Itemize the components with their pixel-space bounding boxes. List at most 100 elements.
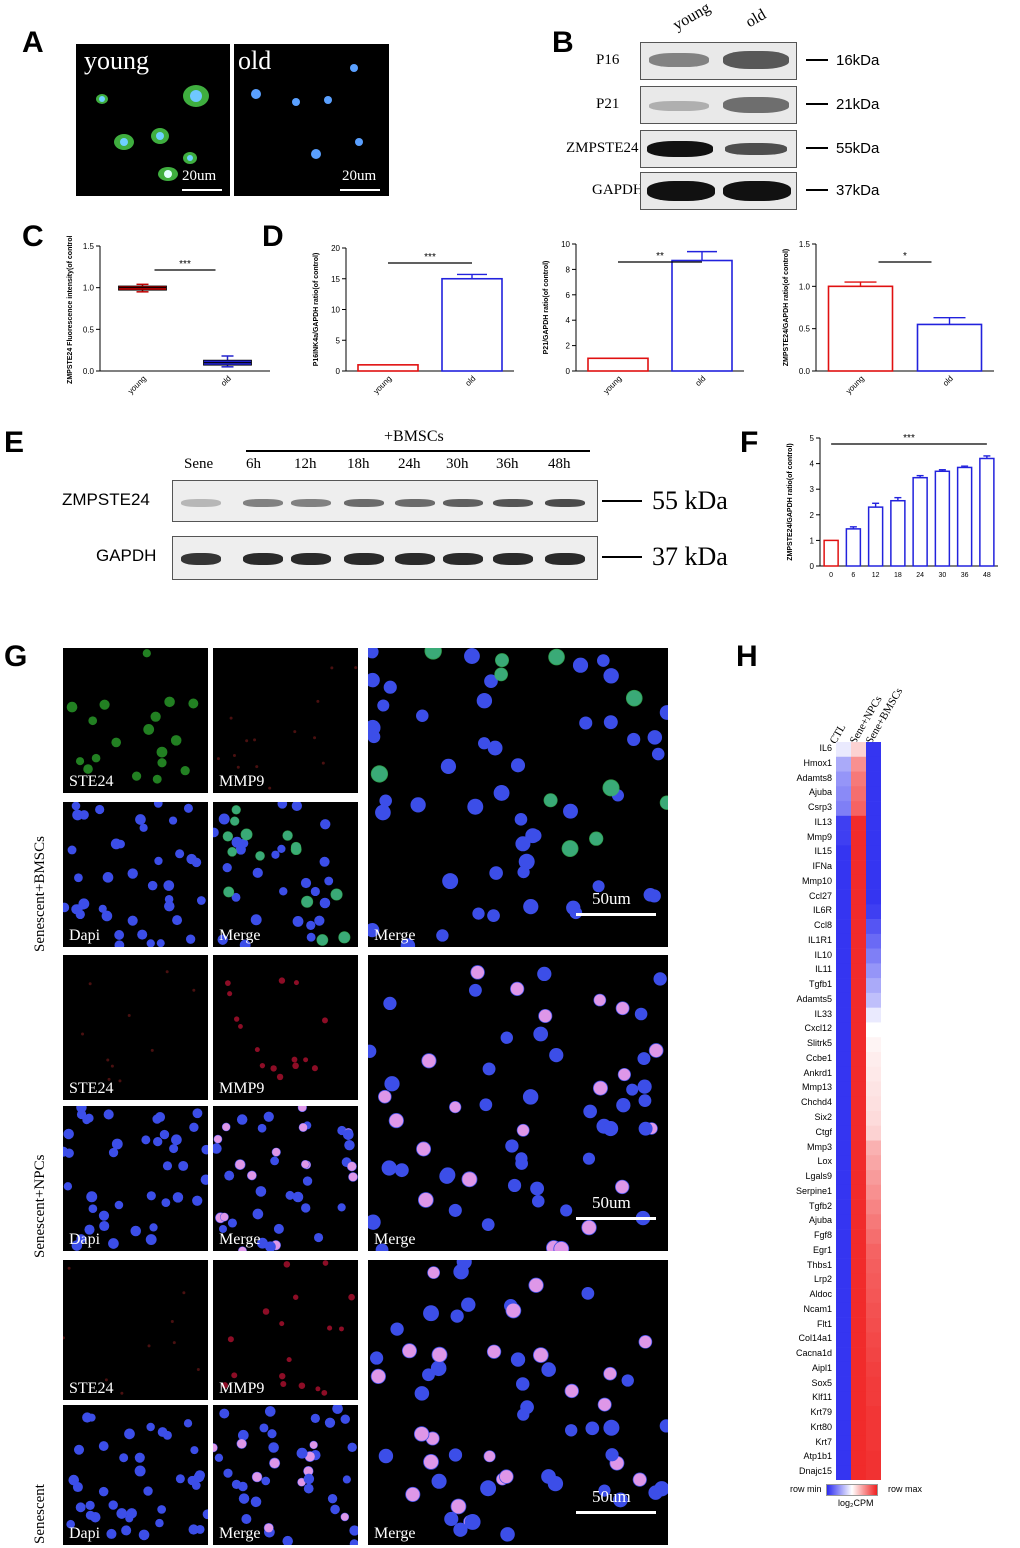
bar	[845, 528, 862, 567]
heatmap-cell	[836, 1361, 851, 1377]
blot-band	[545, 499, 585, 507]
heatmap-row-label: Mmp9	[806, 831, 832, 842]
heatmap-cell	[836, 1391, 851, 1407]
micrograph-label: MMP9	[219, 1080, 265, 1097]
heatmap	[836, 742, 881, 1480]
y-tick-label: 4	[566, 316, 571, 325]
heatmap-cell	[836, 1199, 851, 1215]
heatmap-row-label: Krt80	[810, 1421, 832, 1432]
heatmap-cell	[851, 933, 866, 949]
heatmap-cell	[851, 963, 866, 979]
heatmap-cell	[836, 889, 851, 905]
x-tick-label: old	[219, 374, 233, 388]
scale-bar	[576, 1217, 656, 1220]
panel-label-b: B	[552, 26, 574, 59]
micrograph-young-cells	[96, 85, 222, 191]
heatmap-cell	[866, 1332, 881, 1348]
heatmap-cell	[851, 742, 866, 758]
heatmap-cell	[851, 1229, 866, 1245]
micrograph-cells	[66, 649, 199, 784]
scale-label: 50um	[592, 1193, 631, 1212]
heatmap-row-label: Lgals9	[805, 1171, 832, 1182]
heatmap-cell	[851, 756, 866, 772]
micrograph-label: Dapi	[69, 1231, 101, 1248]
heatmap-cell	[851, 1051, 866, 1068]
heatmap-row-label: Fgf8	[813, 1230, 832, 1241]
bar	[827, 285, 894, 372]
heatmap-cell	[836, 1435, 851, 1451]
blot-band	[344, 553, 384, 565]
heatmap-cell	[836, 742, 851, 758]
heatmap-cell	[851, 1273, 866, 1289]
blot-e-label-zmpste24: ZMPSTE24	[62, 490, 150, 509]
heatmap-row-labels: IL6 Hmox1 Adamts8 Ajuba Csrp3 IL13 Mmp9 IL15 IFN…	[780, 742, 836, 1480]
heatmap-cell	[836, 1066, 851, 1082]
scale-label: 50um	[592, 889, 631, 908]
chart-d1: 0 5 10 15 20 P16INK4a/GAPDH ratio(of control)…	[313, 244, 514, 396]
heatmap-row-label: Csrp3	[807, 802, 832, 813]
scale-bar	[576, 913, 656, 916]
blot-e-zmpste24	[172, 480, 598, 522]
panel-label-c: C	[22, 220, 44, 253]
heatmap-row-label: Ankrd1	[803, 1067, 832, 1078]
heatmap-cell	[851, 845, 866, 861]
micrograph-merge-mergeR-big: Merge 50um	[368, 1260, 668, 1545]
heatmap-cell	[836, 963, 851, 979]
heatmap-cell	[851, 801, 866, 817]
micrograph-label: Merge	[219, 1525, 261, 1542]
heatmap-row-label: Serpine1	[795, 1185, 832, 1196]
heatmap-cell	[851, 1258, 866, 1274]
heatmap-row-label: Ccl27	[808, 890, 832, 901]
y-tick-label: 10	[561, 240, 570, 249]
bar	[587, 357, 649, 372]
micrograph-merge-mergeG: Merge	[213, 802, 358, 947]
micrograph-dapi-blue: Dapi	[63, 802, 208, 947]
heatmap-cell	[851, 1170, 866, 1186]
x-tick-label: young	[126, 374, 148, 396]
scale-label: 50um	[592, 1487, 631, 1506]
heatmap-row-label: Klf11	[812, 1392, 832, 1403]
heatmap-cell	[836, 978, 851, 994]
heatmap-cell	[866, 1317, 881, 1333]
heatmap-cell	[851, 1214, 866, 1230]
micrograph-young: young 20um	[76, 44, 230, 196]
micrograph-label: STE24	[69, 1380, 114, 1397]
x-tick-label: old	[693, 374, 707, 388]
heatmap-cell	[866, 1450, 881, 1466]
heatmap-row-label: Ajuba	[808, 1215, 832, 1226]
heatmap-cell	[836, 1450, 851, 1466]
x-tick-label: 6	[851, 572, 855, 579]
heatmap-cell	[866, 1406, 881, 1422]
heatmap-row-label: Tgfb1	[808, 979, 832, 990]
blot-e-lane-label: 18h	[347, 456, 370, 472]
heatmap-cell	[866, 1037, 881, 1053]
heatmap-cell	[866, 1243, 881, 1259]
micrograph-cells	[213, 1405, 358, 1545]
blot-e-group-line	[246, 450, 590, 452]
heatmap-cell	[851, 1007, 866, 1023]
heatmap-cell	[836, 771, 851, 787]
y-tick-label: 0.0	[799, 367, 811, 376]
heatmap-cell	[851, 948, 866, 964]
heatmap-row-label: Adamts5	[796, 993, 832, 1004]
heatmap-cell	[836, 1420, 851, 1437]
micrograph-label: Merge	[374, 1231, 416, 1248]
heatmap-row-label: Ccbe1	[805, 1052, 832, 1063]
micrograph-label: Dapi	[69, 927, 101, 944]
panel-label-f: F	[740, 426, 759, 459]
heatmap-row-label: Flt1	[816, 1318, 832, 1329]
blot-band	[395, 499, 435, 507]
micrograph-cells	[81, 970, 196, 1083]
heatmap-cell	[836, 1243, 851, 1259]
y-tick-label: 1	[810, 536, 815, 545]
y-axis-label: ZMPSTE24/GAPDH ratio(of control)	[783, 249, 790, 366]
heatmap-legend-min: row min	[790, 1484, 822, 1494]
scale-young: 20um	[182, 168, 217, 184]
heatmap-cell	[866, 1125, 881, 1141]
label-old: old	[238, 46, 272, 75]
micrograph-label: Merge	[219, 927, 261, 944]
heatmap-cell	[866, 860, 881, 876]
y-tick-label: 6	[566, 291, 571, 300]
heatmap-row-label: IL13	[814, 816, 832, 827]
